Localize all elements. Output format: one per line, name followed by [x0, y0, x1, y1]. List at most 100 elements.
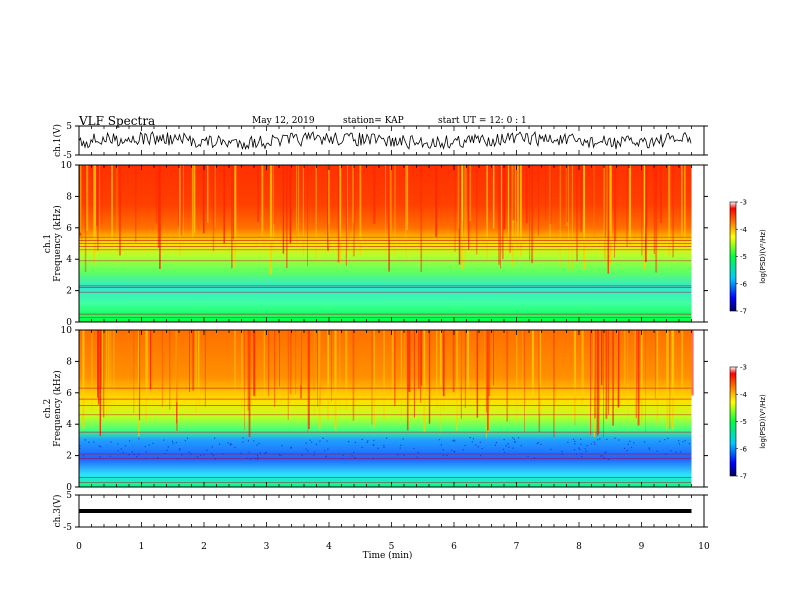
spectral-streak	[614, 165, 615, 258]
noise-speckle	[603, 457, 605, 459]
noise-speckle	[117, 443, 119, 445]
spectral-streak	[202, 165, 205, 234]
spectral-streak	[666, 330, 669, 428]
noise-speckle	[400, 444, 402, 446]
spectral-streak	[641, 330, 643, 425]
spectral-streak	[98, 330, 100, 405]
colorbar-tick-label: -7	[740, 308, 747, 316]
noise-speckle	[322, 437, 324, 439]
noise-speckle	[325, 456, 327, 458]
colorbar-tick-label: -4	[740, 391, 748, 399]
spectral-streak	[420, 330, 422, 403]
spectral-streak	[420, 165, 423, 272]
start-time-label: start UT = 12: 0 : 1	[438, 116, 527, 126]
colorbar-label: log(PSD)(V²/Hz)	[759, 394, 767, 449]
spectral-streak	[99, 330, 101, 436]
noise-speckle	[222, 453, 224, 455]
spectral-streak	[315, 165, 317, 262]
spectral-streak	[506, 330, 509, 422]
noise-speckle	[157, 457, 159, 459]
noise-speckle	[354, 457, 356, 459]
spectral-streak	[116, 165, 118, 265]
spectral-streak	[261, 165, 263, 237]
spectral-streak	[212, 165, 215, 252]
spectral-streak	[508, 165, 510, 254]
noise-speckle	[502, 448, 505, 450]
noise-speckle	[144, 446, 146, 448]
noise-speckle	[513, 438, 515, 440]
noise-speckle	[453, 439, 455, 441]
noise-speckle	[383, 446, 385, 448]
y-axis-label: ch.1(V)	[52, 124, 63, 157]
spectral-streak	[290, 330, 292, 395]
spectral-streak	[568, 165, 569, 271]
spectral-streak	[612, 330, 614, 426]
noise-speckle	[307, 450, 309, 452]
spectral-streak	[155, 165, 157, 223]
colorbar-tick-label: -5	[740, 418, 747, 426]
spectral-streak	[681, 330, 684, 396]
spectral-streak	[180, 165, 182, 236]
spectral-streak	[263, 330, 265, 402]
spectral-streak	[607, 165, 609, 274]
spectral-streak	[643, 165, 644, 228]
spectral-streak	[596, 330, 599, 436]
noise-speckle	[246, 457, 248, 459]
spectral-streak	[334, 330, 337, 430]
spectral-streak	[286, 165, 288, 269]
noise-speckle	[265, 451, 267, 453]
spectral-streak	[458, 165, 461, 265]
noise-speckle	[177, 458, 179, 460]
noise-speckle	[373, 439, 375, 441]
noise-speckle	[503, 451, 505, 453]
spectral-streak	[538, 165, 539, 236]
spectral-streak	[603, 165, 606, 260]
noise-speckle	[536, 442, 538, 445]
spectral-streak	[204, 330, 206, 407]
noise-speckle	[623, 447, 625, 449]
spectral-streak	[300, 330, 302, 386]
spectral-streak	[456, 330, 459, 431]
spectral-streak	[177, 165, 179, 227]
noise-speckle	[643, 441, 646, 443]
noise-speckle	[572, 438, 575, 440]
spectral-streak	[603, 330, 604, 439]
noise-speckle	[579, 448, 581, 451]
noise-speckle	[659, 440, 661, 442]
noise-speckle	[597, 439, 599, 441]
noise-speckle	[253, 440, 255, 442]
noise-speckle	[214, 437, 216, 439]
spectral-streak	[373, 330, 375, 428]
noise-speckle	[84, 439, 86, 441]
spectral-streak	[81, 165, 83, 243]
noise-speckle	[678, 443, 680, 445]
spectral-streak	[656, 330, 659, 426]
spectral-streak	[317, 330, 318, 407]
spectral-streak	[145, 330, 147, 423]
spectral-streak	[371, 330, 373, 425]
spectral-streak	[492, 165, 495, 229]
noise-speckle	[446, 454, 448, 456]
noise-speckle	[600, 455, 602, 457]
noise-speckle	[361, 446, 363, 448]
spectral-streak	[531, 330, 534, 399]
spectral-streak	[566, 165, 569, 223]
spectral-streak	[565, 165, 568, 227]
spectral-streak	[525, 165, 528, 224]
noise-speckle	[247, 440, 249, 442]
y-tick-label: 6	[66, 224, 72, 234]
x-tick-label: 0	[76, 542, 82, 552]
noise-speckle	[664, 439, 666, 441]
spectral-streak	[604, 165, 606, 238]
noise-speckle	[145, 451, 147, 453]
spectral-streak	[262, 165, 264, 232]
noise-speckle	[667, 437, 669, 439]
noise-speckle	[305, 448, 307, 450]
noise-speckle	[305, 442, 307, 444]
noise-speckle	[452, 440, 454, 442]
spectral-streak	[84, 165, 87, 272]
spectral-streak	[626, 165, 628, 247]
x-tick-label: 6	[451, 542, 457, 552]
spectral-streak	[308, 330, 310, 430]
noise-speckle	[561, 451, 563, 453]
